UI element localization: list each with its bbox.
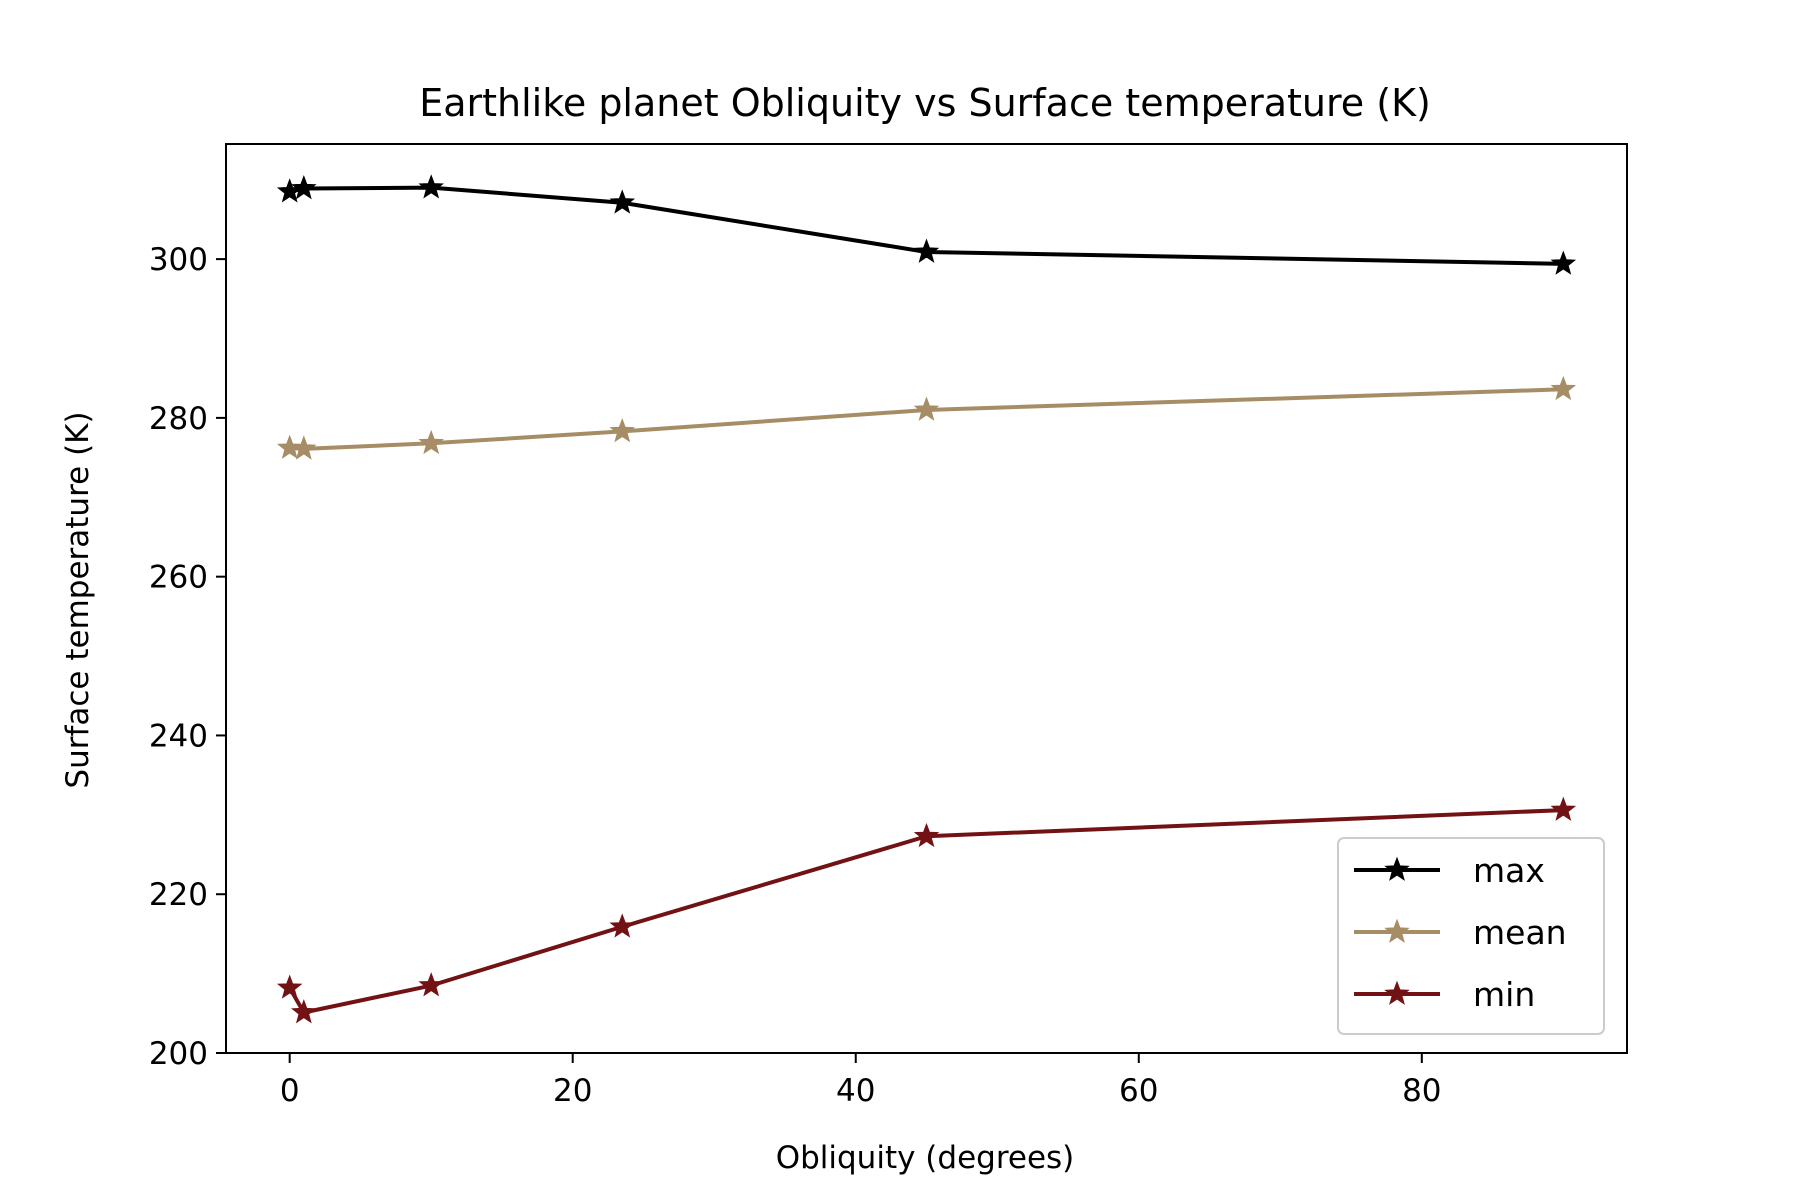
x-tick-label: 20 xyxy=(553,1073,592,1109)
data-point-min xyxy=(1550,796,1577,821)
data-point-min xyxy=(276,974,303,999)
data-point-mean xyxy=(913,396,940,421)
data-point-max xyxy=(609,189,636,214)
x-tick-label: 60 xyxy=(1119,1073,1158,1109)
data-point-mean xyxy=(418,429,444,455)
data-point-min xyxy=(291,999,317,1024)
x-tick-label: 0 xyxy=(280,1073,300,1109)
legend-label-mean: mean xyxy=(1473,913,1567,952)
data-point-mean xyxy=(291,435,317,460)
data-point-max xyxy=(1550,250,1577,275)
y-tick-label: 300 xyxy=(149,242,208,278)
x-tick-label: 40 xyxy=(836,1073,875,1109)
y-axis-label: Surface temperature (K) xyxy=(60,411,96,788)
legend-marker-mean xyxy=(1384,918,1410,943)
plot-area: 0 20 40 60 80 200 220 240 260 280 300 xyxy=(149,143,1628,1109)
legend-label-min: min xyxy=(1473,975,1535,1014)
data-point-min xyxy=(609,913,636,938)
data-point-min xyxy=(418,972,444,997)
legend-label-max: max xyxy=(1473,851,1545,890)
y-tick-label: 260 xyxy=(149,560,208,596)
y-tick-label: 220 xyxy=(149,877,208,913)
x-tick-label: 80 xyxy=(1402,1073,1441,1109)
chart-title: Earthlike planet Obliquity vs Surface te… xyxy=(419,81,1431,125)
data-point-mean xyxy=(1550,375,1577,401)
data-point-max xyxy=(418,174,444,199)
y-tick-label: 200 xyxy=(149,1036,208,1072)
data-point-mean xyxy=(276,434,303,459)
legend-marker-min xyxy=(1384,980,1410,1005)
x-axis-label: Obliquity (degrees) xyxy=(776,1140,1075,1176)
legend-frame xyxy=(1337,837,1605,1035)
data-point-max xyxy=(291,175,317,200)
data-point-mean xyxy=(609,417,636,443)
data-point-min xyxy=(913,822,940,848)
legend: max mean min xyxy=(1337,837,1605,1035)
legend-marker-max xyxy=(1384,856,1410,881)
data-point-max xyxy=(913,238,940,263)
axes-frame xyxy=(225,143,1628,1054)
y-tick-label: 280 xyxy=(149,401,208,437)
y-tick-label: 240 xyxy=(149,718,208,754)
